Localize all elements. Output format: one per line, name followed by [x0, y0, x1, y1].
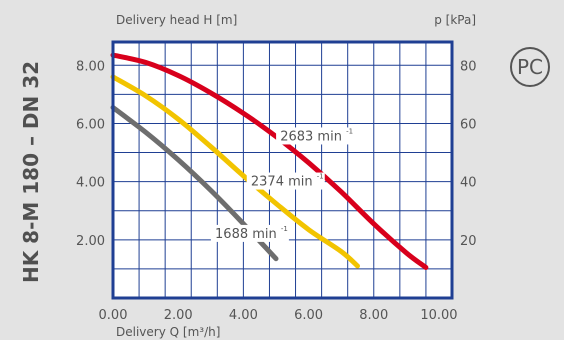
series-line [110, 74, 360, 269]
product-title: HK 8-M 180 – DN 32 [19, 61, 43, 283]
series-label: 2374 min [251, 175, 313, 190]
y-tick-label: 8.00 [76, 59, 105, 74]
series-label-background [276, 127, 355, 145]
y2-tick-label: 80 [460, 59, 477, 74]
x-tick-label: 2.00 [164, 308, 193, 323]
tick-labels: 0.00 2.00 4.00 6.00 8.00 10.00 2.00 4.00 6.00 8.0… [76, 59, 477, 323]
plot-frame [111, 40, 454, 300]
x-tick-label: 0.00 [99, 308, 128, 323]
gost-certification-logo: PC [510, 47, 550, 87]
y-tick-label: 6.00 [76, 117, 105, 132]
x-tick-label: 8.00 [359, 308, 388, 323]
series-label-superscript: -1 [346, 127, 353, 135]
x-tick-label: 10.00 [420, 308, 457, 323]
curve-labels: 2683 min -1 2374 min -1 1688 min -1 [210, 127, 355, 242]
svg-text:PC: PC [517, 55, 543, 79]
y-axis-title: Delivery head H [m] [116, 13, 237, 27]
x-axis-title: Delivery Q [m³/h] [116, 325, 220, 339]
plot-area [113, 42, 452, 298]
x-tick-label: 4.00 [229, 308, 258, 323]
y2-tick-label: 40 [460, 176, 477, 191]
y2-tick-label: 60 [460, 117, 477, 132]
y2-tick-label: 20 [460, 234, 477, 249]
series-label-background [210, 224, 289, 242]
x-tick-label: 6.00 [294, 308, 323, 323]
series-label-background [246, 172, 325, 190]
series-label-superscript: -1 [317, 173, 324, 181]
series-label: 1688 min [215, 227, 277, 242]
series-label-superscript: -1 [281, 225, 288, 233]
series-label: 2683 min [280, 129, 342, 144]
y2-axis-title: p [kPa] [434, 13, 476, 27]
y-tick-label: 4.00 [76, 176, 105, 191]
y-tick-label: 2.00 [76, 234, 105, 249]
series-line [110, 52, 429, 270]
